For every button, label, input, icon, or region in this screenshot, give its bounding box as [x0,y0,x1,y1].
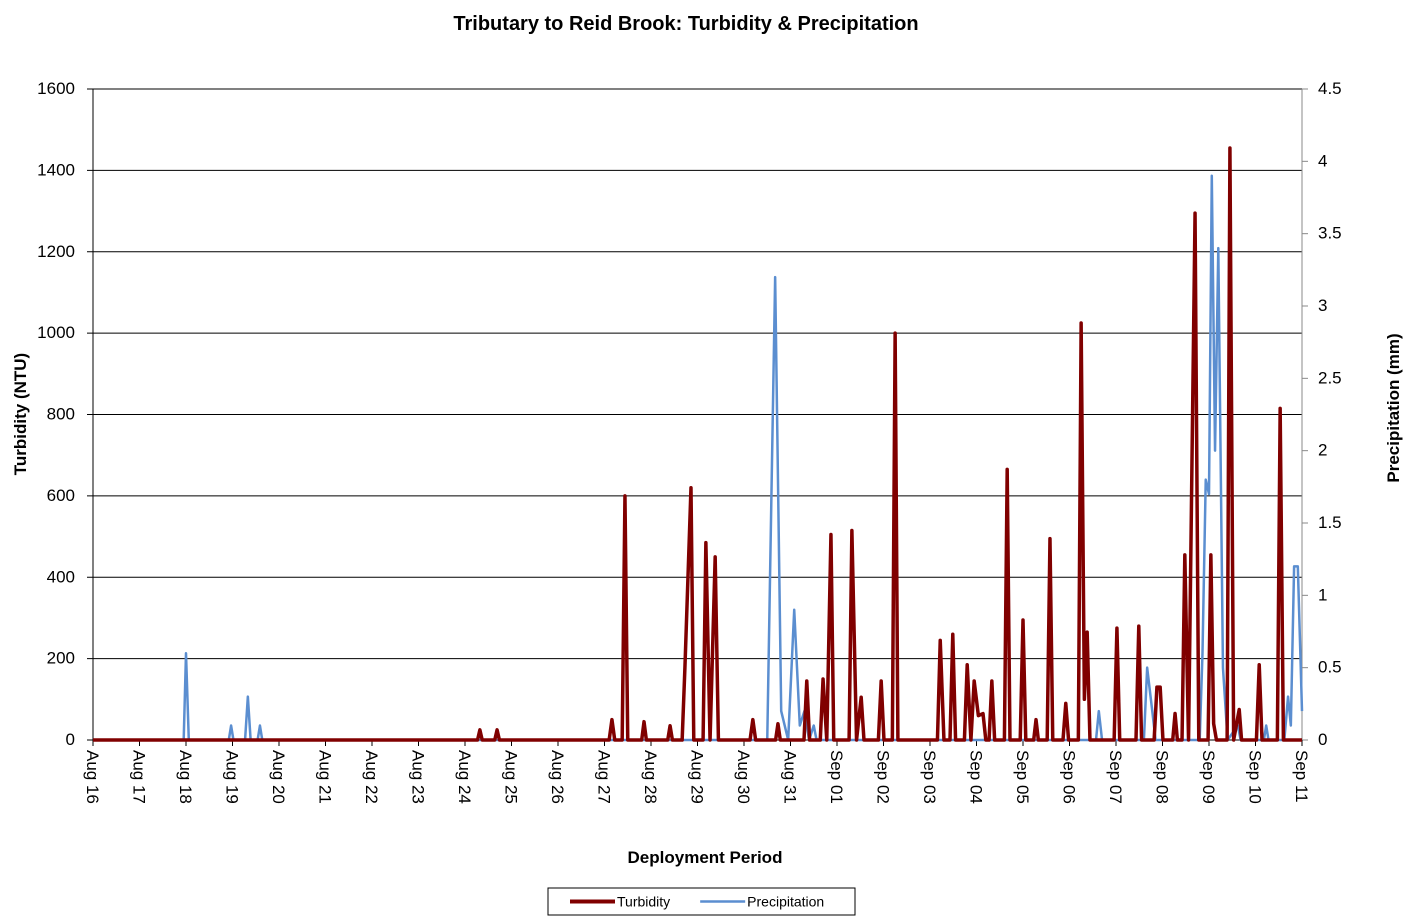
x-tick-label: Aug 16 [83,750,102,804]
y2-tick-label: 0.5 [1318,658,1342,677]
x-tick-label: Aug 25 [502,750,521,804]
y-tick-label: 200 [47,649,75,668]
y2-tick-label: 3.5 [1318,224,1342,243]
legend-label: Precipitation [747,894,824,910]
x-tick-label: Sep 03 [920,750,939,804]
x-tick-label: Aug 18 [176,750,195,804]
x-tick-label: Sep 07 [1106,750,1125,804]
x-tick-label: Sep 08 [1153,750,1172,804]
y2-tick-label: 3 [1318,296,1327,315]
x-tick-label: Sep 06 [1060,750,1079,804]
y-tick-label: 800 [47,405,75,424]
y-tick-label: 1600 [37,79,75,98]
y-tick-label: 1200 [37,242,75,261]
x-tick-label: Sep 05 [1013,750,1032,804]
y-tick-label: 400 [47,567,75,586]
y2-axis-title: Precipitation (mm) [1384,333,1403,482]
x-tick-label: Sep 01 [827,750,846,804]
y2-tick-label: 1 [1318,585,1327,604]
x-tick-label: Sep 02 [874,750,893,804]
x-tick-label: Aug 22 [362,750,381,804]
y-tick-label: 0 [66,730,75,749]
data-line [93,174,1304,742]
y2-tick-label: 4.5 [1318,79,1342,98]
legend-label: Turbidity [617,894,670,910]
y-tick-label: 600 [47,486,75,505]
y2-tick-label: 2 [1318,441,1327,460]
x-tick-label: Sep 10 [1246,750,1265,804]
x-tick-label: Sep 04 [967,750,986,804]
x-tick-label: Aug 27 [595,750,614,804]
y2-tick-label: 2.5 [1318,368,1342,387]
x-tick-label: Sep 11 [1292,750,1311,803]
y-tick-label: 1400 [37,160,75,179]
x-tick-label: Aug 24 [455,750,474,804]
y-axis-title: Turbidity (NTU) [11,353,30,475]
y2-tick-label: 1.5 [1318,513,1342,532]
chart-title: Tributary to Reid Brook: Turbidity & Pre… [453,13,918,35]
x-tick-label: Aug 28 [641,750,660,804]
x-tick-label: Aug 30 [734,750,753,804]
x-tick-label: Aug 21 [316,750,335,804]
x-tick-label: Aug 17 [130,750,149,804]
x-tick-label: Sep 09 [1199,750,1218,804]
x-tick-label: Aug 26 [548,750,567,804]
x-tick-label: Aug 20 [269,750,288,804]
x-tick-label: Aug 23 [409,750,428,804]
x-tick-label: Aug 29 [688,750,707,804]
y2-tick-label: 4 [1318,151,1327,170]
y-tick-label: 1000 [37,323,75,342]
x-axis-title: Deployment Period [628,848,783,867]
x-tick-label: Aug 19 [223,750,242,804]
y2-tick-label: 0 [1318,730,1327,749]
x-tick-label: Aug 31 [781,750,800,804]
data-line [93,146,1302,742]
